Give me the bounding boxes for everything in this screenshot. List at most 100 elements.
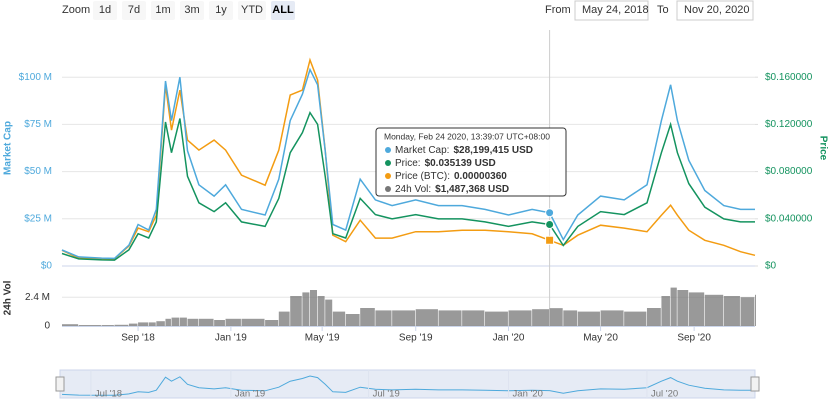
- volume-bar: [114, 324, 129, 326]
- volume-bar: [171, 317, 180, 326]
- volume-bar: [532, 309, 550, 326]
- zoom-button[interactable]: [180, 1, 204, 20]
- from-input[interactable]: [574, 0, 649, 21]
- volume-bar: [677, 290, 689, 326]
- volume-bar: [78, 325, 101, 326]
- volume-bar: [755, 294, 756, 326]
- y2-axis-title: Price: [817, 136, 828, 161]
- tooltip-row: 24h Vol: $1,487,368 USD: [395, 184, 509, 195]
- volume-bar: [577, 311, 600, 326]
- volume-bar: [549, 308, 563, 326]
- navigator-line: [61, 375, 755, 396]
- volume-bar: [624, 311, 647, 326]
- y-axis-title: Market Cap: [3, 121, 14, 175]
- zoom-label: Zoom: [62, 4, 90, 16]
- volume-bar: [214, 320, 225, 326]
- navigator-tick-label: Jul '19: [373, 389, 400, 400]
- zoom-button-label[interactable]: YTD: [241, 4, 263, 16]
- zoom-button-label[interactable]: 3m: [184, 4, 199, 16]
- volume-bar: [302, 292, 310, 326]
- volume-bar: [317, 296, 325, 326]
- volume-bar: [438, 310, 462, 326]
- volume-bar: [325, 299, 333, 326]
- zoom-button-label[interactable]: 7d: [128, 4, 140, 16]
- x-tick-label: Jan '20: [493, 333, 525, 344]
- volume-bar: [198, 318, 214, 326]
- zoom-button-label[interactable]: 1y: [215, 4, 227, 16]
- tooltip-label: Price:: [395, 158, 421, 169]
- to-value[interactable]: Nov 20, 2020: [684, 4, 749, 16]
- zoom-button[interactable]: [271, 1, 295, 20]
- volume-bar: [179, 317, 187, 326]
- tooltip-title: Monday, Feb 24 2020, 13:39:07 UTC+08:00: [384, 131, 550, 141]
- volume-bar: [740, 297, 755, 326]
- x-tick-label: May '20: [583, 333, 618, 344]
- navigator-tick-label: Jul '20: [651, 389, 678, 400]
- y-tick-label: $50 M: [24, 166, 52, 177]
- volume-bar: [332, 311, 346, 326]
- tooltip: [375, 127, 567, 197]
- volume-bar: [241, 318, 265, 326]
- tooltip-value: 0.00000360: [454, 171, 507, 182]
- volume-bar: [646, 308, 661, 326]
- volume-bar: [62, 324, 79, 326]
- volume-bar: [225, 318, 241, 326]
- tooltip-value: $0.035139 USD: [425, 158, 496, 169]
- hover-marker: [545, 208, 555, 218]
- from-value[interactable]: May 24, 2018: [582, 4, 649, 16]
- tooltip-swatch: [385, 186, 391, 192]
- volume-bar: [392, 310, 416, 326]
- y2-tick-label: $0.120000: [765, 119, 813, 130]
- volume-bar: [156, 321, 165, 326]
- volume-bar: [704, 294, 724, 326]
- hover-marker: [545, 235, 555, 245]
- navigator-handle[interactable]: [750, 376, 760, 392]
- zoom-button[interactable]: [93, 1, 117, 20]
- zoom-button[interactable]: [209, 1, 233, 20]
- x-tick-label: Sep '18: [121, 333, 155, 344]
- y2-tick-label: $0.080000: [765, 166, 813, 177]
- zoom-button[interactable]: [238, 1, 266, 20]
- zoom-button-label[interactable]: 1d: [99, 4, 111, 16]
- zoom-button-label[interactable]: 1m: [155, 4, 170, 16]
- volume-bar: [600, 310, 624, 326]
- y-tick-label: $0: [41, 261, 53, 272]
- zoom-button-label[interactable]: ALL: [272, 4, 294, 16]
- volume-bar: [723, 296, 740, 326]
- volume-bar: [345, 314, 360, 326]
- volume-bar: [165, 318, 171, 326]
- volume-axis-title: 24h Vol: [3, 280, 14, 315]
- volume-bar: [375, 310, 392, 326]
- tooltip-label: Price (BTC):: [395, 171, 450, 182]
- volume-bar: [688, 292, 705, 326]
- volume-bar: [309, 290, 317, 326]
- volume-bar: [138, 322, 149, 326]
- x-tick-label: May '19: [305, 333, 340, 344]
- series-line: [61, 67, 755, 260]
- x-tick-label: Sep '20: [677, 333, 711, 344]
- y-tick-label: $100 M: [19, 72, 52, 83]
- volume-bar: [415, 309, 438, 326]
- volume-bar: [670, 287, 677, 326]
- volume-bar: [187, 318, 199, 326]
- navigator-tick-label: Jul '18: [95, 389, 122, 400]
- zoom-button[interactable]: [151, 1, 175, 20]
- volume-bar: [661, 296, 670, 326]
- volume-tick-label: 2.4 M: [25, 292, 50, 303]
- to-input[interactable]: [676, 0, 754, 21]
- navigator[interactable]: [59, 369, 756, 399]
- tooltip-row: Market Cap: $28,199,415 USD: [395, 145, 533, 156]
- navigator-handle[interactable]: [55, 376, 65, 392]
- zoom-button[interactable]: [122, 1, 146, 20]
- y-tick-label: $75 M: [24, 119, 52, 130]
- navigator-tick-label: Jan '19: [235, 389, 265, 400]
- tooltip-label: Market Cap:: [395, 145, 449, 156]
- tooltip-label: 24h Vol:: [395, 184, 431, 195]
- y2-tick-label: $0: [765, 261, 777, 272]
- from-label: From: [545, 4, 571, 16]
- volume-bar: [101, 325, 114, 326]
- volume-bar: [148, 322, 156, 326]
- volume-bar: [508, 310, 532, 326]
- y-tick-label: $25 M: [24, 213, 52, 224]
- volume-bar: [278, 311, 290, 326]
